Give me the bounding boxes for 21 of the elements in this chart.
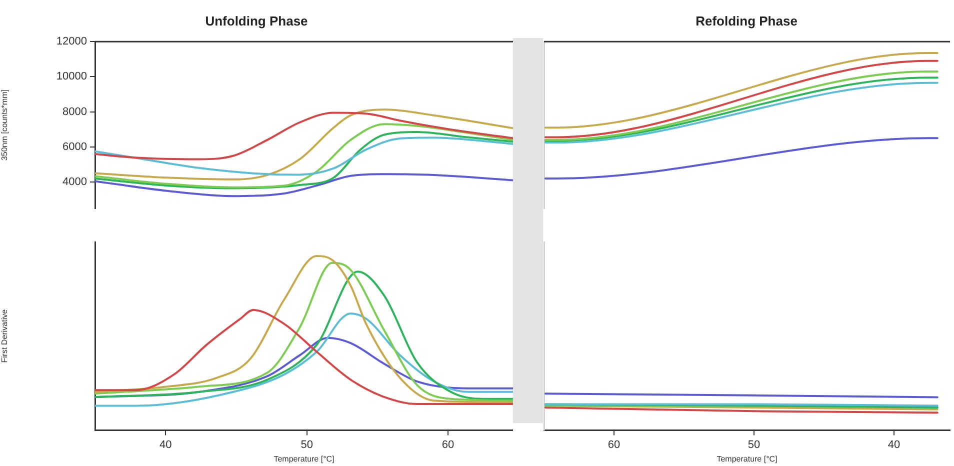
x-tick-label: 60	[608, 438, 620, 451]
x-tick-label: 50	[300, 438, 313, 451]
y-tick-label: 6000	[62, 140, 87, 153]
y-axis-title: First Derivative	[0, 308, 10, 363]
y-axis-title: 350nm [counts*mm]	[0, 89, 10, 161]
y-tick-label: 10000	[56, 70, 87, 83]
x-tick-label: 40	[888, 438, 900, 451]
x-tick-label: 50	[748, 438, 760, 451]
line-series	[95, 173, 513, 198]
x-tick-label: 40	[159, 438, 172, 451]
y-tick-label: 12000	[56, 36, 87, 48]
chart-title: Refolding Phase	[696, 13, 798, 28]
line-series	[95, 112, 513, 160]
chart-title: Unfolding Phase	[205, 13, 308, 28]
y-tick-label: 4000	[62, 176, 87, 188]
x-axis-title: Temperature [°C]	[274, 454, 334, 464]
x-tick-label: 60	[442, 438, 454, 451]
x-axis-title: Temperature [°C]	[716, 454, 778, 464]
line-series	[95, 136, 513, 176]
line-series	[95, 108, 513, 180]
y-tick-label: 8000	[62, 106, 87, 118]
